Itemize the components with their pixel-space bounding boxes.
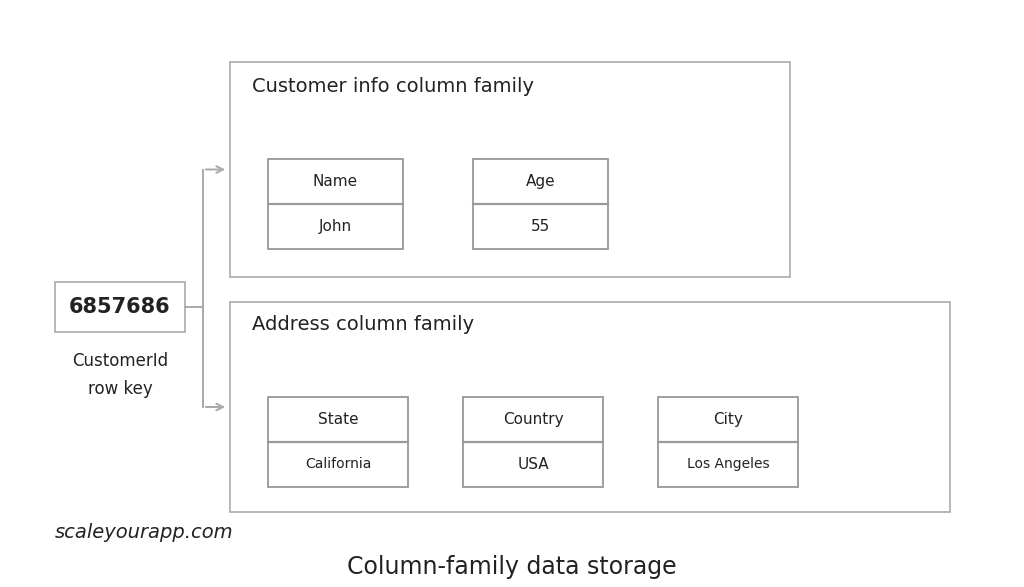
Bar bbox=[230, 62, 790, 277]
Bar bbox=[463, 397, 603, 487]
Text: Los Angeles: Los Angeles bbox=[687, 457, 769, 471]
Text: scaleyourapp.com: scaleyourapp.com bbox=[55, 524, 233, 542]
Text: Country: Country bbox=[503, 411, 563, 427]
Text: Name: Name bbox=[313, 174, 358, 188]
Bar bbox=[268, 159, 403, 249]
Text: USA: USA bbox=[517, 457, 549, 471]
Text: City: City bbox=[713, 411, 743, 427]
Text: 6857686: 6857686 bbox=[70, 297, 171, 317]
Text: California: California bbox=[305, 457, 371, 471]
Bar bbox=[268, 397, 408, 487]
Text: State: State bbox=[317, 411, 358, 427]
Text: Address column family: Address column family bbox=[252, 315, 474, 333]
Text: CustomerId: CustomerId bbox=[72, 352, 168, 370]
Text: Age: Age bbox=[525, 174, 555, 188]
Bar bbox=[473, 159, 608, 249]
Text: Customer info column family: Customer info column family bbox=[252, 77, 534, 96]
Text: Column-family data storage: Column-family data storage bbox=[347, 555, 677, 579]
Bar bbox=[658, 397, 798, 487]
Bar bbox=[230, 302, 950, 512]
Bar bbox=[55, 282, 185, 332]
Text: 55: 55 bbox=[530, 218, 550, 234]
Text: row key: row key bbox=[88, 380, 153, 398]
Text: John: John bbox=[318, 218, 352, 234]
